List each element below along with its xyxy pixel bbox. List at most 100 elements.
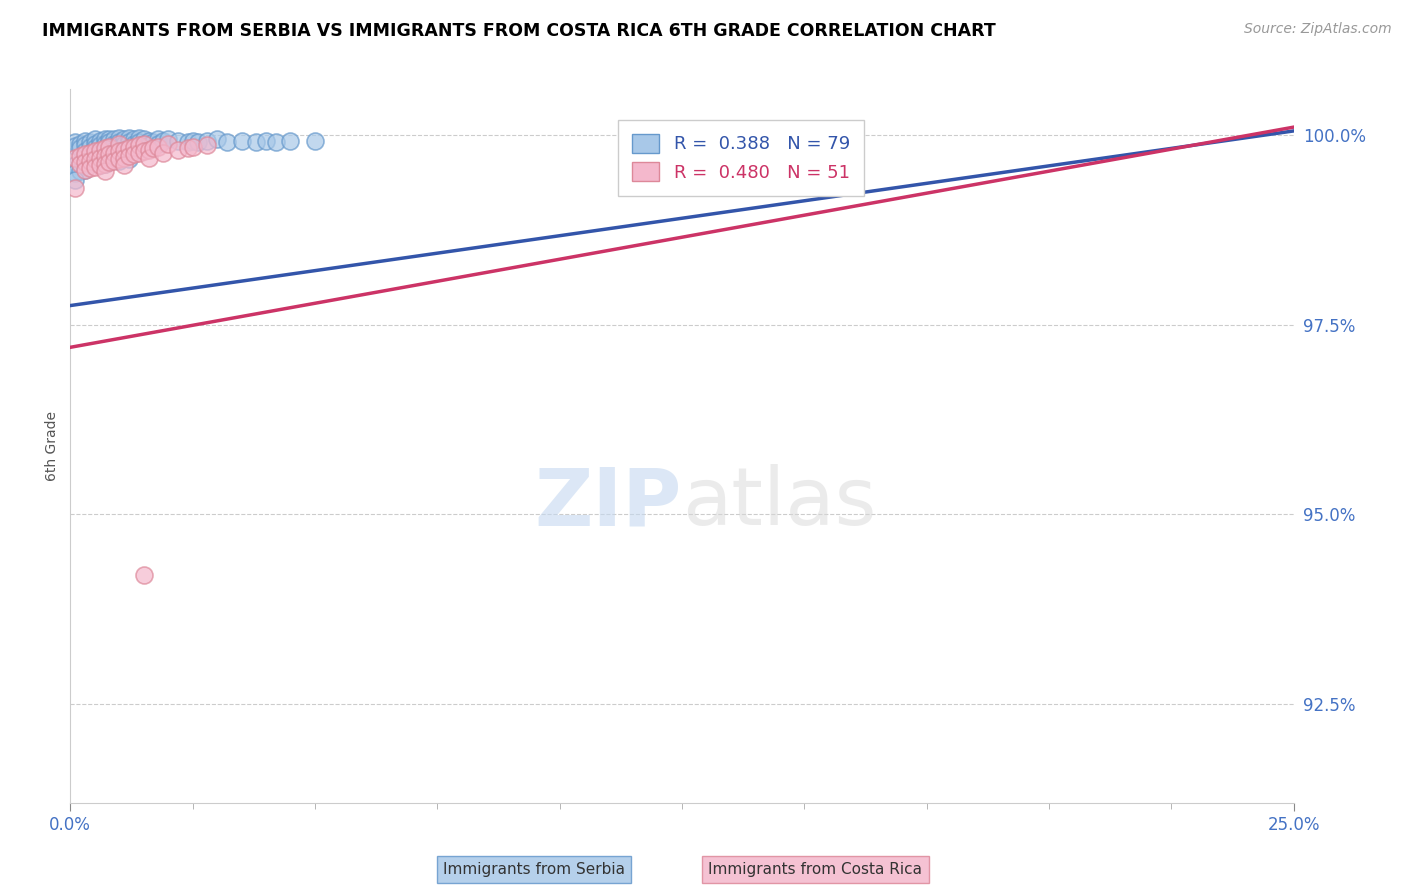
Point [142,141,165,155]
Point [280,134,302,148]
Point [73,155,96,169]
Point [181,140,204,154]
Point [118,130,141,145]
Point [63,151,86,165]
Point [138,138,160,153]
Point [128,145,150,160]
Point [167,134,190,148]
Point [103,136,125,151]
Point [89,158,111,172]
Point [83,147,105,161]
Point [79,153,101,168]
Point [195,138,218,153]
Point [108,136,131,151]
Point [122,140,145,154]
Point [118,136,141,150]
Point [79,161,101,176]
Text: ZIP: ZIP [534,464,682,542]
Point [181,134,204,148]
Point [132,145,155,159]
Point [93,132,115,146]
Point [89,138,111,153]
Point [63,181,86,195]
Point [83,136,105,151]
Point [118,141,141,155]
Point [79,145,101,160]
Point [98,147,121,161]
Point [132,568,155,582]
Point [112,151,135,165]
Point [132,136,155,151]
Point [132,132,155,146]
Point [79,136,101,150]
Point [98,145,121,160]
Point [108,145,131,159]
Point [254,134,277,148]
Point [122,132,145,146]
Y-axis label: 6th Grade: 6th Grade [45,411,59,481]
Point [122,136,145,151]
Point [83,152,105,166]
Point [89,158,111,172]
Point [98,155,121,169]
Point [108,140,131,154]
Point [79,153,101,168]
Point [177,141,200,155]
Point [83,141,105,155]
Point [98,155,121,169]
Point [98,136,121,150]
Point [73,162,96,177]
Point [108,130,131,145]
Point [103,145,125,160]
Point [108,136,131,150]
Point [69,164,91,178]
Point [89,151,111,165]
Point [128,130,150,145]
Point [108,152,131,166]
Point [89,134,111,148]
Point [73,138,96,153]
Point [69,141,91,155]
Point [63,173,86,187]
Point [103,143,125,157]
Point [63,136,86,150]
Point [108,145,131,160]
Point [128,136,150,150]
Point [93,136,115,151]
Point [128,138,150,153]
Point [215,136,238,150]
Point [112,136,135,151]
Point [89,145,111,159]
Text: Source: ZipAtlas.com: Source: ZipAtlas.com [1244,22,1392,37]
Point [245,136,267,150]
Point [83,152,105,166]
Point [73,162,96,177]
Point [63,139,86,153]
Point [138,151,160,165]
Point [69,149,91,163]
Point [112,132,135,146]
Point [83,132,105,146]
Point [79,145,101,160]
Point [157,132,180,146]
Point [93,149,115,163]
Text: Immigrants from Serbia: Immigrants from Serbia [443,863,626,877]
Point [132,136,155,151]
Point [112,143,135,157]
Point [118,149,141,163]
Point [148,132,170,146]
Point [83,160,105,174]
Point [152,134,174,148]
Point [195,134,218,148]
Point [73,145,96,159]
Text: IMMIGRANTS FROM SERBIA VS IMMIGRANTS FROM COSTA RICA 6TH GRADE CORRELATION CHART: IMMIGRANTS FROM SERBIA VS IMMIGRANTS FRO… [42,22,995,40]
Point [93,156,115,170]
Point [186,136,208,150]
Point [93,149,115,163]
Text: atlas: atlas [682,464,876,542]
Point [89,151,111,165]
Point [304,134,326,148]
Point [93,143,115,157]
Point [122,147,145,161]
Legend: R =  0.388   N = 79, R =  0.480   N = 51: R = 0.388 N = 79, R = 0.480 N = 51 [617,120,865,196]
